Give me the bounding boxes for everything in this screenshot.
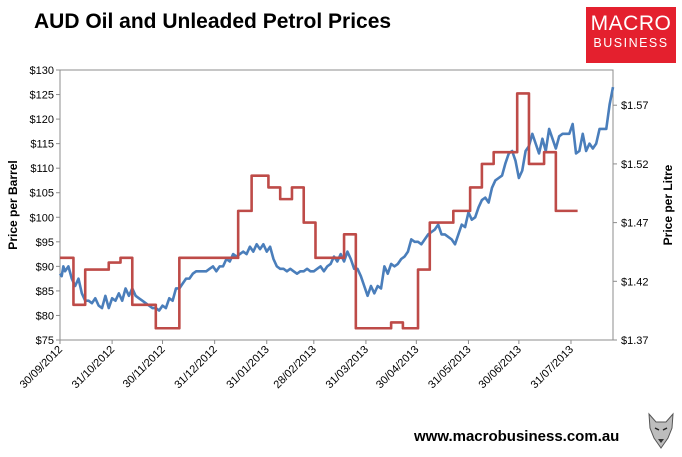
logo-line2: BUSINESS [593,36,669,50]
y-left-tick-label: $80 [36,310,54,322]
y-left-tick-label: $130 [30,65,54,77]
y-axis-right: $1.37 $1.42 $1.47 $1.52 $1.57 [613,100,649,347]
y-left-tick-label: $110 [30,163,54,175]
logo-line1: MACRO [590,12,672,35]
x-tick-label: 31/01/2013 [224,344,271,391]
y-right-tick-label: $1.37 [621,335,649,347]
x-tick-label: 31/12/2012 [172,344,219,391]
y-right-tick-label: $1.57 [621,100,649,112]
series-layer [58,86,615,330]
y-right-tick-label: $1.42 [621,276,649,288]
x-tick-label: 30/09/2012 [18,344,65,391]
y-left-tick-label: $75 [36,335,54,347]
chart-title: AUD Oil and Unleaded Petrol Prices [34,10,392,33]
y-left-tick-label: $85 [36,286,54,298]
x-tick-label: 30/06/2013 [477,344,524,391]
y-left-tick-label: $95 [36,237,54,249]
y-axis-label-right: Price per Litre [661,164,675,245]
y-left-tick-label: $125 [30,90,54,102]
x-tick-label: 31/07/2013 [529,344,576,391]
wolf-head-icon [648,412,674,449]
macrobusiness-logo[interactable]: MACRO BUSINESS [586,7,676,63]
y-left-tick-label: $90 [36,261,54,273]
y-left-tick-label: $120 [30,114,54,126]
y-right-tick-label: $1.47 [621,218,649,230]
website-url[interactable]: www.macrobusiness.com.au [414,428,620,445]
y-axis-left: $75 $80 $85 $90 $95 $100 $105 $110 $115 $120 $125 $… [30,65,60,347]
x-tick-label: 30/11/2012 [121,344,168,391]
y-left-tick-label: $115 [30,139,54,151]
x-axis: 30/09/2012 31/10/2012 30/11/2012 31/12/2012… [18,340,576,391]
y-right-tick-label: $1.52 [621,159,649,171]
x-tick-label: 28/02/2013 [272,344,319,391]
plot-frame [59,69,614,341]
x-tick-label: 31/05/2013 [426,344,473,391]
x-tick-label: 30/04/2013 [374,344,421,391]
petrol-price-line [60,92,578,330]
y-axis-label-left: Price per Barrel [6,160,20,249]
y-left-tick-label: $105 [30,188,54,200]
y-left-tick-label: $100 [30,212,54,224]
x-tick-label: 31/03/2013 [324,344,371,391]
x-tick-label: 31/10/2012 [70,344,117,391]
